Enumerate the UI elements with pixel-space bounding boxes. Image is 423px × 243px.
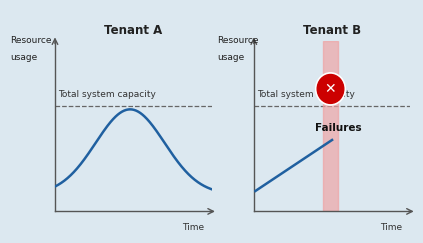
Text: Total system capacity: Total system capacity [257,90,355,99]
Bar [323,41,338,211]
Circle shape [316,73,345,105]
Text: usage: usage [217,53,244,62]
Text: Time: Time [181,223,204,232]
Text: Resource: Resource [217,36,258,45]
Text: Total system capacity: Total system capacity [58,90,156,99]
Text: Failures: Failures [315,123,362,133]
Text: ✕: ✕ [325,82,336,96]
Circle shape [317,74,344,104]
Text: Time: Time [380,223,403,232]
Title: Tenant A: Tenant A [104,24,162,37]
Text: Resource: Resource [11,36,52,45]
Text: usage: usage [11,53,38,62]
Title: Tenant B: Tenant B [303,24,361,37]
